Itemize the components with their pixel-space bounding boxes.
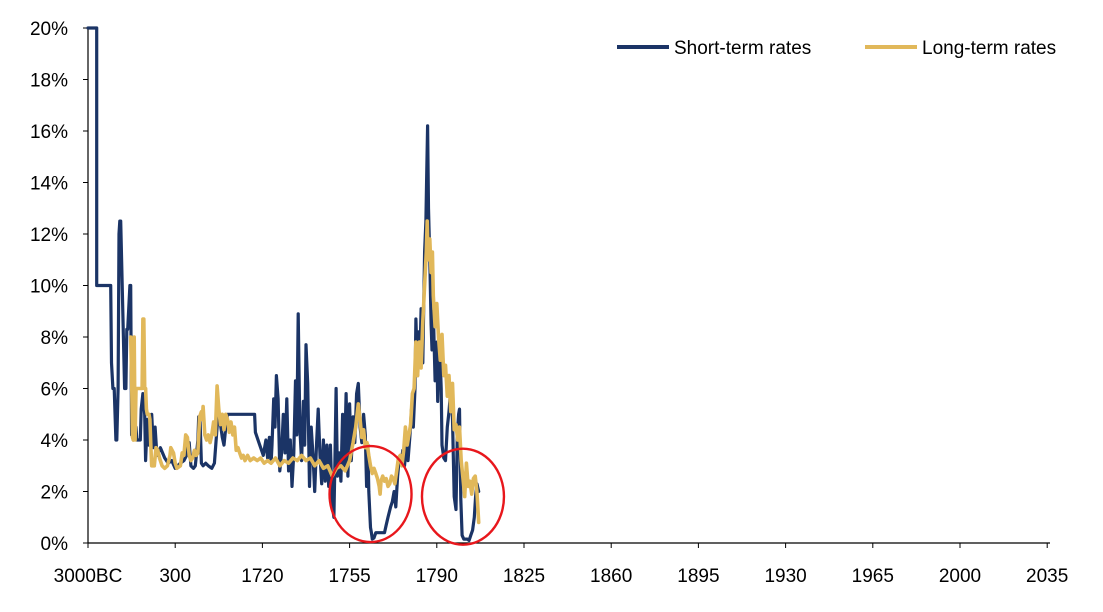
series-line-long-term-rates (128, 219, 481, 525)
highlight-circles (328, 444, 506, 546)
x-tick-label: 1755 (328, 566, 370, 587)
legend-label: Long-term rates (922, 38, 1056, 59)
highlight-circle (420, 447, 506, 546)
x-tick-label: 300 (159, 566, 191, 587)
legend-label: Short-term rates (674, 38, 811, 59)
x-tick-label: 1965 (852, 566, 894, 587)
y-tick-label: 2% (41, 483, 69, 504)
series-lines (86, 26, 481, 542)
highlight-circle (328, 444, 413, 544)
x-tick-label: 2000 (939, 566, 981, 587)
x-tick-label: 2035 (1026, 566, 1068, 587)
x-tick-label: 1825 (503, 566, 545, 587)
x-tick-label: 1860 (590, 566, 632, 587)
chart-axes (87, 28, 1050, 544)
x-axis-ticks: 3000BC 300 1720 1755 1790 1825 1860 1895 1930 196… (54, 543, 1068, 587)
x-tick-label: 1895 (677, 566, 719, 587)
y-tick-label: 4% (41, 431, 69, 452)
x-tick-label: 1930 (764, 566, 806, 587)
y-tick-label: 0% (41, 534, 69, 555)
series-line-short-term-rates (86, 26, 481, 542)
y-tick-label: 12% (30, 225, 68, 246)
legend: Short-term rates Long-term rates (617, 38, 1056, 59)
x-tick-label: 1720 (241, 566, 283, 587)
y-tick-label: 14% (30, 174, 68, 195)
y-tick-label: 8% (41, 328, 69, 349)
y-tick-label: 10% (30, 277, 68, 298)
y-tick-label: 18% (30, 71, 68, 92)
x-tick-label: 3000BC (54, 566, 123, 587)
y-tick-label: 16% (30, 122, 68, 143)
y-tick-label: 20% (30, 19, 68, 40)
x-tick-label: 1790 (416, 566, 458, 587)
y-tick-label: 6% (41, 380, 69, 401)
y-axis-ticks: 0% 2% 4% 6% 8% 10% 12% 14% 16% 18% 20% (30, 19, 88, 555)
